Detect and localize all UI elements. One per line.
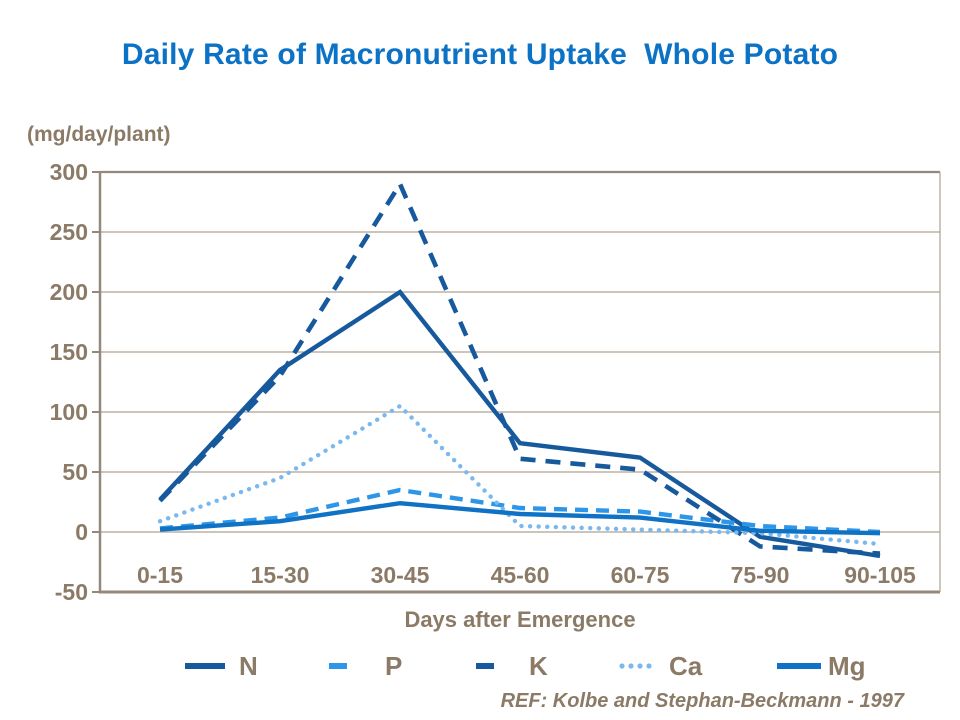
legend-swatch-k-icon	[476, 663, 494, 669]
chart-title: Daily Rate of Macronutrient Uptake Whole…	[121, 38, 839, 71]
series-line-k	[158, 179, 881, 556]
legend-label: N	[239, 650, 258, 681]
x-axis-title: Days after Emergence	[404, 607, 636, 632]
series-line-ca	[157, 403, 883, 547]
legend-label: K	[529, 650, 548, 681]
x-tick-label: 60-75	[611, 562, 670, 588]
x-tick-label: 90-105	[844, 562, 916, 588]
legend-item-p: P	[315, 646, 402, 686]
legend-swatch-mg-icon	[777, 663, 821, 669]
y-tick-label: 0	[75, 519, 88, 545]
y-tick-label: 150	[49, 339, 88, 365]
legend-label: Mg	[828, 650, 866, 681]
legend-item-ca: Ca	[618, 646, 702, 686]
legend-item-k: K	[462, 646, 548, 686]
y-tick-label: 50	[62, 459, 88, 485]
y-tick-label: 200	[49, 279, 88, 305]
x-tick-label: 15-30	[251, 562, 310, 588]
y-tick-label: 250	[49, 219, 88, 245]
legend-label: P	[385, 650, 403, 681]
x-tick-label: 75-90	[731, 562, 790, 588]
legend-label: Ca	[669, 650, 703, 681]
legend-swatch-n-icon	[185, 663, 225, 669]
series-line-mg	[159, 500, 881, 536]
y-tick-label: 100	[49, 399, 88, 425]
legend: N P K Ca Mg	[0, 646, 960, 686]
y-axis-title: (mg/day/plant)	[27, 123, 171, 146]
legend-item-mg: Mg	[777, 646, 866, 686]
x-tick-label: 45-60	[491, 562, 550, 588]
y-tick-label: -50	[54, 579, 88, 605]
legend-swatch-ca-icon	[619, 663, 652, 669]
series-line-p	[159, 487, 881, 535]
x-tick-label: 0-15	[137, 562, 183, 588]
reference-text: REF: Kolbe and Stephan-Beckmann - 1997	[500, 690, 904, 712]
legend-swatch-p-icon	[329, 663, 347, 669]
series-line-n	[158, 289, 881, 559]
chart-plot-area: 0-15 15-30 30-45 45-60 60-75 75-90 90-105	[92, 170, 941, 594]
x-tick-label: 30-45	[371, 562, 430, 588]
y-tick-label: 300	[49, 159, 88, 185]
legend-item-n: N	[185, 646, 258, 686]
